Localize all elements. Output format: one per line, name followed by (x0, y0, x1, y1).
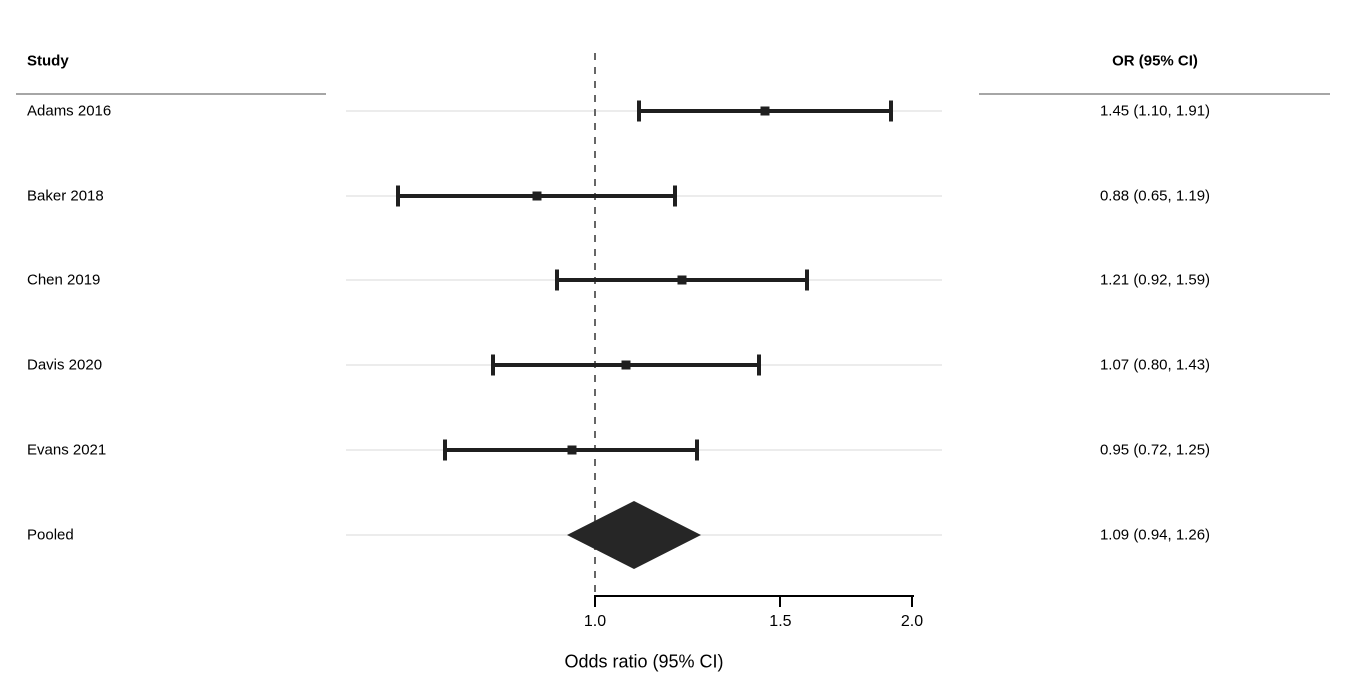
ci-cap-high (888, 100, 893, 122)
or-value: 0.95 (0.72, 1.25) (1099, 441, 1211, 459)
study-column-header: Study (27, 52, 69, 70)
x-axis-title: Odds ratio (95% CI) (564, 651, 724, 672)
ci-cap-high (672, 185, 677, 207)
study-label: Pooled (27, 526, 74, 543)
pooled-diamond (566, 500, 701, 569)
ci-cap-low (395, 185, 400, 207)
point-estimate-marker (677, 275, 687, 285)
ci-cap-low (490, 354, 495, 376)
or-column-header: OR (95% CI) (1112, 52, 1198, 70)
point-estimate-marker (621, 360, 631, 370)
x-axis-tick-label: 1.0 (583, 613, 607, 630)
ci-cap-low (636, 100, 641, 122)
x-axis-tick (594, 595, 596, 607)
x-axis-tick (779, 595, 782, 607)
point-estimate-marker (760, 106, 770, 116)
or-value: 1.21 (0.92, 1.59) (1099, 271, 1211, 289)
ci-cap-high (805, 269, 810, 291)
or-header-rule (979, 93, 1330, 95)
point-estimate-marker (567, 445, 577, 455)
ci-cap-low (554, 269, 559, 291)
or-value: 1.09 (0.94, 1.26) (1099, 526, 1211, 543)
study-label: Adams 2016 (27, 102, 112, 120)
study-label: Chen 2019 (27, 271, 101, 289)
ci-cap-low (442, 439, 447, 461)
or-value: 1.07 (0.80, 1.43) (1099, 356, 1211, 374)
ci-cap-high (756, 354, 761, 376)
ci-cap-high (695, 439, 700, 461)
study-label: Evans 2021 (27, 441, 107, 459)
x-axis-tick-label: 2.0 (900, 613, 924, 630)
reference-line (594, 53, 596, 595)
study-label: Baker 2018 (27, 187, 104, 205)
x-axis-line (595, 595, 914, 597)
or-value: 0.88 (0.65, 1.19) (1099, 187, 1211, 205)
or-value: 1.45 (1.10, 1.91) (1099, 102, 1211, 120)
x-axis-tick-label: 1.5 (769, 613, 792, 630)
study-label: Davis 2020 (27, 356, 103, 374)
x-axis-tick (911, 595, 913, 607)
study-header-rule (16, 93, 326, 95)
point-estimate-marker (532, 191, 542, 201)
